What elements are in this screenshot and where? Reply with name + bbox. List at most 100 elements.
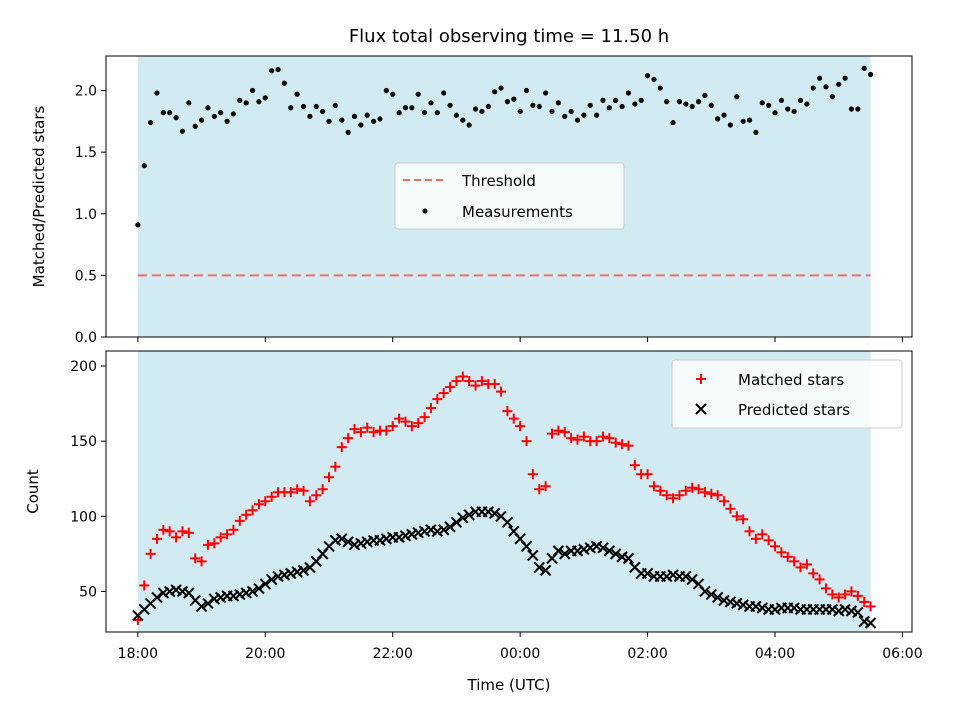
measurement-point	[294, 91, 300, 97]
matched-star-point	[432, 394, 443, 405]
top-x-ticks	[137, 337, 903, 342]
bottom-y-tick-label: 50	[79, 584, 97, 600]
matched-star-point	[655, 485, 666, 496]
predicted-star-point	[680, 570, 692, 583]
legend-measurements-swatch	[422, 208, 428, 214]
measurement-point	[154, 90, 160, 96]
matched-star-point	[298, 485, 309, 496]
matched-star-point	[425, 403, 436, 414]
measurement-point	[842, 75, 848, 81]
predicted-star-point	[342, 536, 354, 548]
measurement-point	[173, 115, 179, 121]
legend-matched-marker	[696, 374, 706, 384]
matched-star-point	[801, 559, 812, 570]
matched-star-point	[852, 590, 863, 601]
matched-star-point	[814, 574, 825, 585]
matched-star-point	[789, 556, 800, 567]
predicted-star-point	[246, 585, 259, 598]
matched-star-point	[368, 427, 379, 438]
matched-star-point	[222, 529, 233, 540]
measurement-point	[218, 110, 224, 116]
measurement-point	[498, 85, 504, 91]
matched-star-point	[610, 437, 621, 448]
legend-measurements-label: Measurements	[462, 203, 573, 221]
measurement-point	[511, 96, 517, 102]
measurement-point	[651, 76, 657, 83]
measurement-point	[224, 118, 230, 124]
matched-star-point	[394, 413, 405, 424]
matched-star-point	[145, 548, 156, 559]
measurement-point	[613, 97, 619, 103]
matched-star-point	[706, 488, 717, 499]
legend-matched-label: Matched stars	[738, 371, 844, 389]
legend-matched-swatch	[696, 374, 706, 384]
top-y-axis-label: Matched/Predicted stars	[30, 106, 48, 288]
matched-star-point	[355, 427, 366, 438]
measurement-point	[383, 87, 389, 94]
measurement-point	[428, 100, 434, 106]
matched-star-point	[782, 551, 793, 562]
bottom-x-tick-label: 06:00	[882, 646, 922, 662]
measurement-point	[345, 129, 351, 136]
top-axes-frame	[105, 55, 913, 338]
matched-star-point	[604, 433, 615, 444]
measurement-point	[409, 105, 415, 111]
matched-star-point	[476, 376, 487, 387]
measurement-point	[281, 80, 288, 86]
measurement-point	[479, 108, 485, 115]
matched-star-point	[209, 538, 220, 549]
measurement-point	[848, 106, 855, 112]
matched-star-point	[362, 422, 373, 433]
measurement-point	[441, 90, 447, 96]
measurement-point	[262, 95, 268, 101]
matched-star-point	[719, 496, 730, 507]
matched-star-point	[763, 535, 774, 546]
bottom-legend: Matched stars Predicted stars	[671, 359, 903, 429]
measurement-point	[460, 117, 466, 123]
bottom-panel: 50 100 150 200 18:00 20:00 22:00 00:00 02:00 04:…	[24, 350, 923, 694]
measurement-point	[300, 103, 307, 110]
top-legend-box	[394, 162, 625, 230]
measurement-point	[377, 116, 383, 122]
measurement-point	[746, 117, 753, 123]
matched-star-point	[336, 442, 347, 453]
measurement-point	[396, 110, 402, 116]
measurement-point	[867, 71, 874, 78]
matched-star-point	[419, 412, 430, 423]
matched-star-point	[534, 484, 545, 495]
predicted-star-point	[539, 564, 552, 577]
matched-star-point	[324, 472, 335, 483]
matched-star-point	[151, 533, 162, 544]
measurement-point	[243, 100, 249, 106]
measurement-point	[256, 99, 262, 105]
measurement-point	[160, 110, 166, 116]
matched-star-point	[668, 493, 679, 504]
measurement-point	[148, 119, 154, 126]
measurement-point	[492, 89, 498, 95]
measurement-point	[421, 110, 428, 116]
matched-star-point	[680, 485, 691, 496]
matched-star-point	[202, 539, 213, 550]
measurement-point	[549, 108, 555, 115]
measurement-point	[676, 99, 683, 105]
measurement-point	[504, 99, 511, 105]
matched-star-point	[266, 491, 277, 502]
measurement-point	[695, 99, 702, 105]
matched-star-point	[387, 421, 398, 432]
matched-star-point	[464, 376, 475, 387]
measurement-point	[523, 87, 530, 94]
matched-star-point	[553, 425, 564, 436]
bottom-y-tick-label: 200	[70, 359, 97, 375]
measurement-points	[135, 65, 874, 228]
matched-star-point	[572, 434, 583, 445]
predicted-star-point	[444, 521, 456, 533]
matched-star-point	[406, 421, 417, 432]
matched-star-point	[470, 380, 481, 391]
measurement-point	[339, 117, 345, 123]
matched-star-point	[846, 586, 857, 597]
matched-star-point	[648, 481, 659, 492]
measurement-point	[644, 73, 651, 79]
predicted-star-point	[610, 548, 622, 560]
measurement-point	[638, 97, 644, 103]
